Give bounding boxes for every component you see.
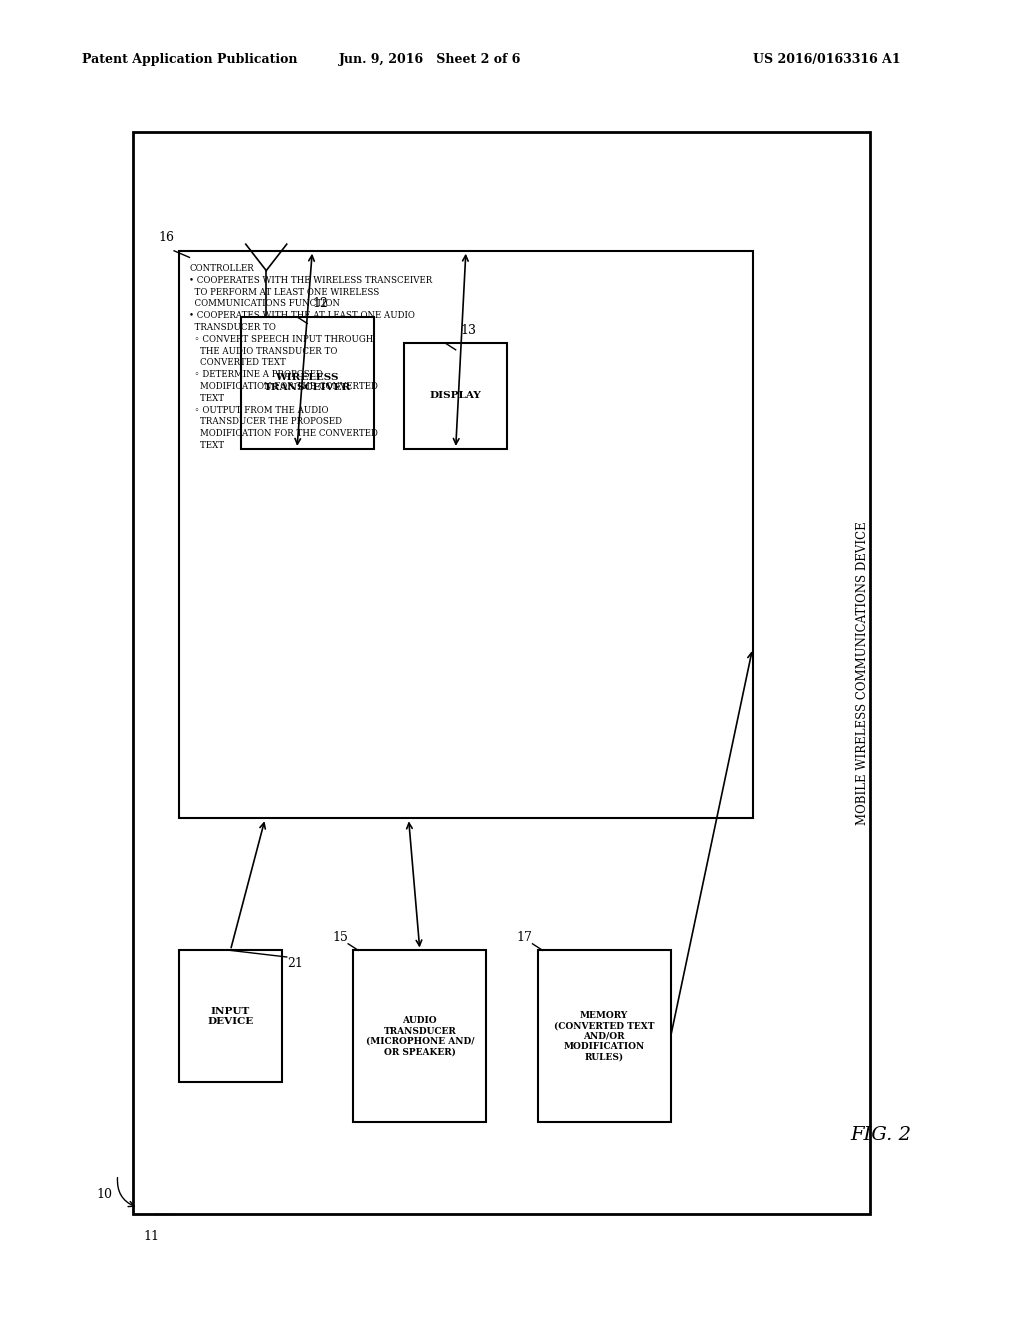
FancyBboxPatch shape <box>179 950 282 1082</box>
Text: DISPLAY: DISPLAY <box>430 392 481 400</box>
Text: MOBILE WIRELESS COMMUNICATIONS DEVICE: MOBILE WIRELESS COMMUNICATIONS DEVICE <box>856 521 868 825</box>
Text: Jun. 9, 2016   Sheet 2 of 6: Jun. 9, 2016 Sheet 2 of 6 <box>339 53 521 66</box>
Text: 12: 12 <box>312 297 329 310</box>
Text: US 2016/0163316 A1: US 2016/0163316 A1 <box>754 53 901 66</box>
Text: 13: 13 <box>461 323 477 337</box>
Text: 21: 21 <box>287 957 303 970</box>
Text: 15: 15 <box>332 931 348 944</box>
FancyBboxPatch shape <box>353 950 486 1122</box>
FancyBboxPatch shape <box>179 251 753 818</box>
FancyBboxPatch shape <box>538 950 671 1122</box>
FancyBboxPatch shape <box>404 343 507 449</box>
Text: 10: 10 <box>96 1188 113 1201</box>
FancyBboxPatch shape <box>133 132 870 1214</box>
Text: 11: 11 <box>143 1230 160 1243</box>
Text: 16: 16 <box>158 231 174 244</box>
Text: 17: 17 <box>516 931 532 944</box>
Text: CONTROLLER
• COOPERATES WITH THE WIRELESS TRANSCEIVER
  TO PERFORM AT LEAST ONE : CONTROLLER • COOPERATES WITH THE WIRELES… <box>189 264 433 450</box>
Text: FIG. 2: FIG. 2 <box>850 1126 911 1144</box>
Text: AUDIO
TRANSDUCER
(MICROPHONE AND/
OR SPEAKER): AUDIO TRANSDUCER (MICROPHONE AND/ OR SPE… <box>366 1016 474 1056</box>
FancyBboxPatch shape <box>241 317 374 449</box>
Text: INPUT
DEVICE: INPUT DEVICE <box>207 1007 254 1026</box>
Text: Patent Application Publication: Patent Application Publication <box>82 53 297 66</box>
Text: MEMORY
(CONVERTED TEXT
AND/OR
MODIFICATION
RULES): MEMORY (CONVERTED TEXT AND/OR MODIFICATI… <box>554 1011 654 1061</box>
Text: WIRELESS
TRANSCEIVER: WIRELESS TRANSCEIVER <box>263 374 351 392</box>
